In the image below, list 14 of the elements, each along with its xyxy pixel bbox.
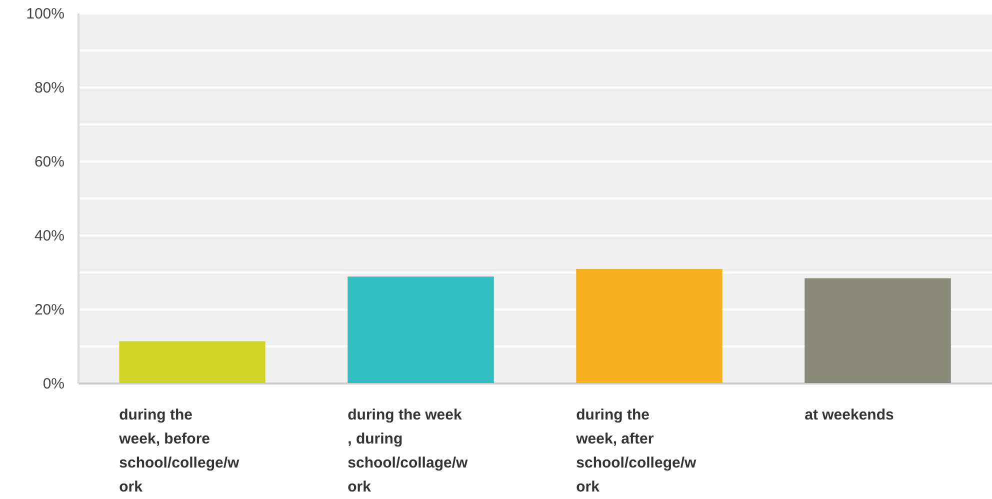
x-tick-label: during the week , during school/collage/work — [348, 406, 468, 496]
y-tick-label: 60% — [34, 154, 64, 170]
x-tick-label: during the week, before school/college/work — [118, 406, 240, 496]
bar — [119, 341, 266, 383]
x-tick-label: at weekends — [804, 406, 894, 424]
y-tick-label: 80% — [34, 80, 64, 96]
y-tick-label: 40% — [34, 228, 64, 244]
y-tick-label: 20% — [34, 302, 64, 318]
y-tick-label: 100% — [26, 6, 64, 22]
bar — [804, 278, 951, 383]
bar — [576, 269, 722, 383]
bar — [348, 276, 494, 383]
x-tick-label: during the week, after school/college/work — [575, 406, 696, 496]
y-tick-label: 0% — [42, 376, 64, 392]
